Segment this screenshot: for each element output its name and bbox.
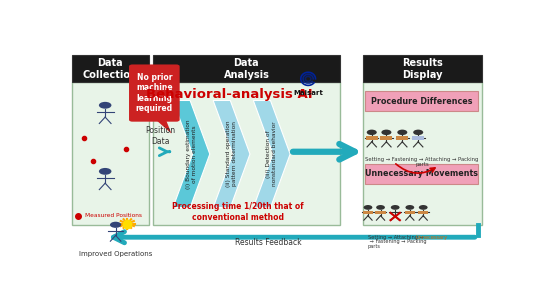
Text: Processing time 1/20th that of
conventional method: Processing time 1/20th that of conventio… [172,202,304,222]
Circle shape [413,130,423,135]
Polygon shape [156,120,171,133]
Circle shape [376,205,385,210]
Circle shape [110,222,122,228]
Text: Maisart: Maisart [293,90,323,96]
Text: Results
Display: Results Display [402,58,443,80]
Bar [412,136,424,140]
Bar [362,82,482,225]
Text: No prior
machine
learning
required: No prior machine learning required [136,73,173,113]
Bar [153,55,340,82]
Polygon shape [173,100,210,207]
Text: Data
Collection: Data Collection [83,58,138,80]
Text: Data
Analysis: Data Analysis [224,58,269,80]
Circle shape [406,205,414,210]
Circle shape [99,102,111,109]
FancyBboxPatch shape [129,65,180,122]
Bar [363,211,373,214]
Bar [72,55,149,82]
Text: (ii) Standard operation
pattern determination: (ii) Standard operation pattern determin… [226,121,237,187]
Polygon shape [213,100,250,207]
Bar [72,82,149,225]
Circle shape [99,168,111,175]
Text: Procedure Differences: Procedure Differences [371,96,472,106]
Text: Results Feedback: Results Feedback [235,238,302,247]
Text: Setting → Fastening → Attaching → Packing
parts: Setting → Fastening → Attaching → Packin… [365,157,478,168]
Bar [362,55,482,82]
Text: Position
Data: Position Data [145,126,176,146]
Bar [396,136,408,140]
Text: Unnecessary: Unnecessary [416,235,448,240]
Text: Measured Positions: Measured Positions [85,213,143,218]
Circle shape [381,130,391,135]
Text: Setting → Attaching →: Setting → Attaching → [368,235,425,240]
Text: (i) Boundary estimation
of motion elements: (i) Boundary estimation of motion elemen… [186,119,197,189]
Bar [153,82,340,225]
Circle shape [367,130,377,135]
Circle shape [363,205,373,210]
Bar [366,164,478,184]
Bar [366,91,478,111]
Circle shape [397,130,407,135]
Circle shape [391,205,400,210]
Text: Behavioral-analysis AI: Behavioral-analysis AI [146,88,313,101]
Bar [418,211,429,214]
Circle shape [419,205,428,210]
Bar [366,136,378,140]
Polygon shape [253,100,290,207]
Text: → Fastening → Packing
parts: → Fastening → Packing parts [368,239,426,250]
Text: Improved Operations: Improved Operations [79,251,152,257]
Bar [380,136,393,140]
Text: Unnecessary Movements: Unnecessary Movements [366,170,478,178]
Text: (iii) Detection of
nonstandard behavior: (iii) Detection of nonstandard behavior [266,122,278,186]
Bar [404,211,415,214]
Bar [375,211,386,214]
